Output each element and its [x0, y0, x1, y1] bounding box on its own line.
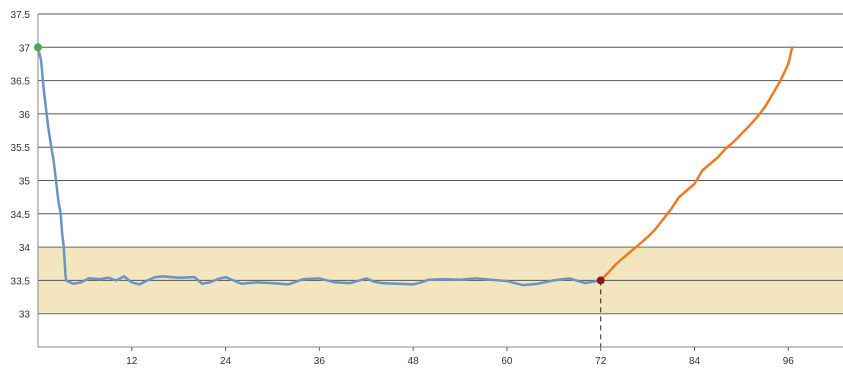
y-tick-label: 35.5 — [11, 143, 31, 154]
series-line-1 — [36, 46, 602, 287]
y-tick-label: 35 — [19, 177, 31, 188]
y-tick-label: 33.5 — [11, 276, 31, 287]
point-marker-2 — [596, 276, 605, 285]
series-line-2 — [599, 46, 794, 282]
y-tick-label: 36.5 — [11, 77, 31, 88]
series-lines — [36, 46, 794, 287]
y-tick-label: 36 — [19, 110, 31, 121]
x-tick-label: 24 — [220, 356, 232, 367]
x-tick-label: 60 — [501, 356, 513, 367]
y-tick-label: 33 — [19, 310, 31, 321]
x-tick-label: 84 — [689, 356, 701, 367]
y-tick-label: 37.5 — [11, 10, 31, 21]
x-tick-label: 36 — [314, 356, 326, 367]
y-tick-label: 37 — [19, 43, 31, 54]
x-tick-label: 96 — [783, 356, 795, 367]
x-tick-label: 72 — [595, 356, 607, 367]
x-tick-label: 12 — [126, 356, 138, 367]
y-axis-ticks: 33 33.5 34 34.5 35 35.5 36 36.5 37 37.5 — [11, 10, 31, 321]
x-tick-label: 48 — [408, 356, 420, 367]
x-axis-ticks: 12 24 36 48 60 72 84 96 — [126, 347, 794, 367]
y-tick-label: 34.5 — [11, 210, 31, 221]
y-tick-label: 34 — [19, 243, 31, 254]
